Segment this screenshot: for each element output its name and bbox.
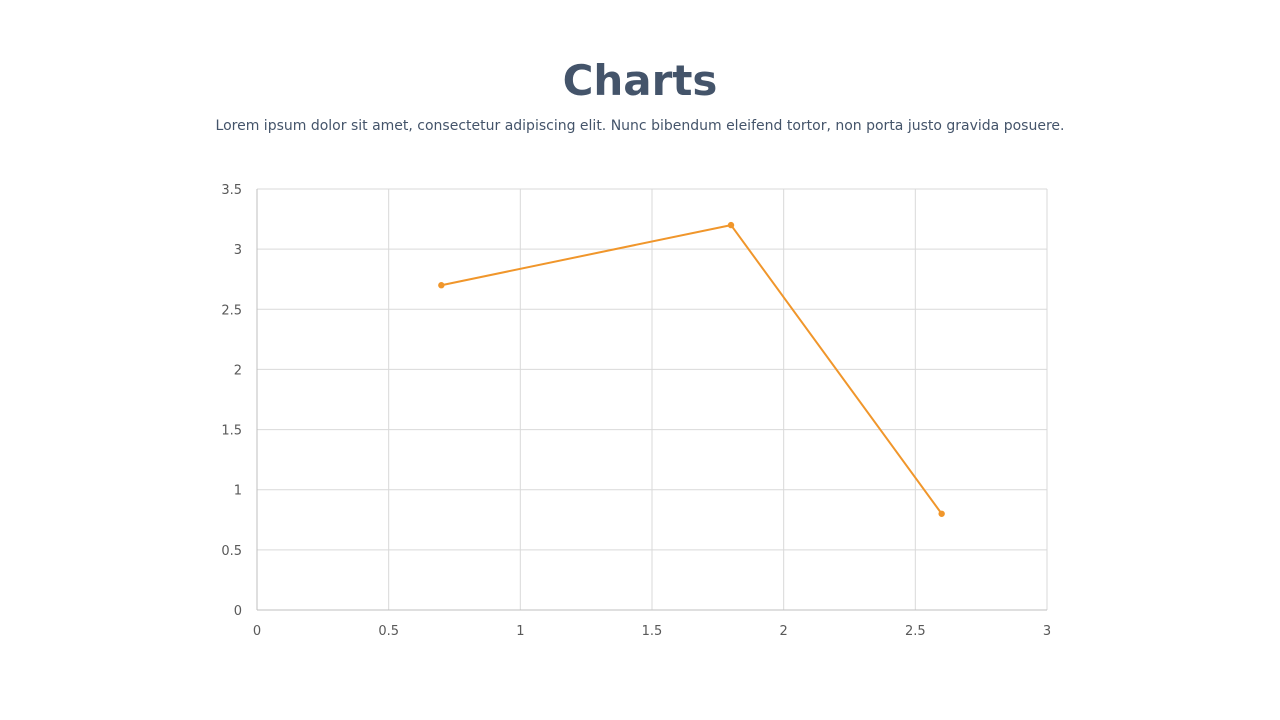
x-tick-label: 0.5 <box>378 624 399 639</box>
slide-subtitle: Lorem ipsum dolor sit amet, consectetur … <box>215 118 1065 134</box>
y-tick-label: 2 <box>234 363 242 378</box>
y-tick-label: 3.5 <box>221 183 242 198</box>
series-layer <box>438 221 945 517</box>
data-point-marker <box>938 510 945 517</box>
axes <box>256 189 1047 611</box>
y-tick-label: 1 <box>234 484 242 499</box>
x-tick-label: 1.5 <box>642 624 663 639</box>
data-point-marker <box>727 221 735 229</box>
y-tick-label: 0.5 <box>221 544 242 559</box>
slide-title: Charts <box>562 56 718 105</box>
y-tick-label: 3 <box>234 243 242 258</box>
y-tick-label: 0 <box>234 604 242 619</box>
x-tick-label: 3 <box>1043 624 1051 639</box>
y-tick-label: 2.5 <box>221 303 242 318</box>
x-tick-label: 1 <box>516 624 524 639</box>
x-tick-label: 2.5 <box>905 624 926 639</box>
x-axis-tick-labels: 0 0.5 1 1.5 2 2.5 3 <box>253 624 1051 639</box>
y-axis-tick-labels: 0 0.5 1 1.5 2 2.5 3 3.5 <box>221 183 242 619</box>
y-tick-label: 1.5 <box>221 424 242 439</box>
data-point-marker <box>438 282 445 289</box>
grid-lines <box>257 188 1048 610</box>
x-tick-label: 2 <box>780 624 788 639</box>
x-tick-label: 0 <box>253 624 261 639</box>
